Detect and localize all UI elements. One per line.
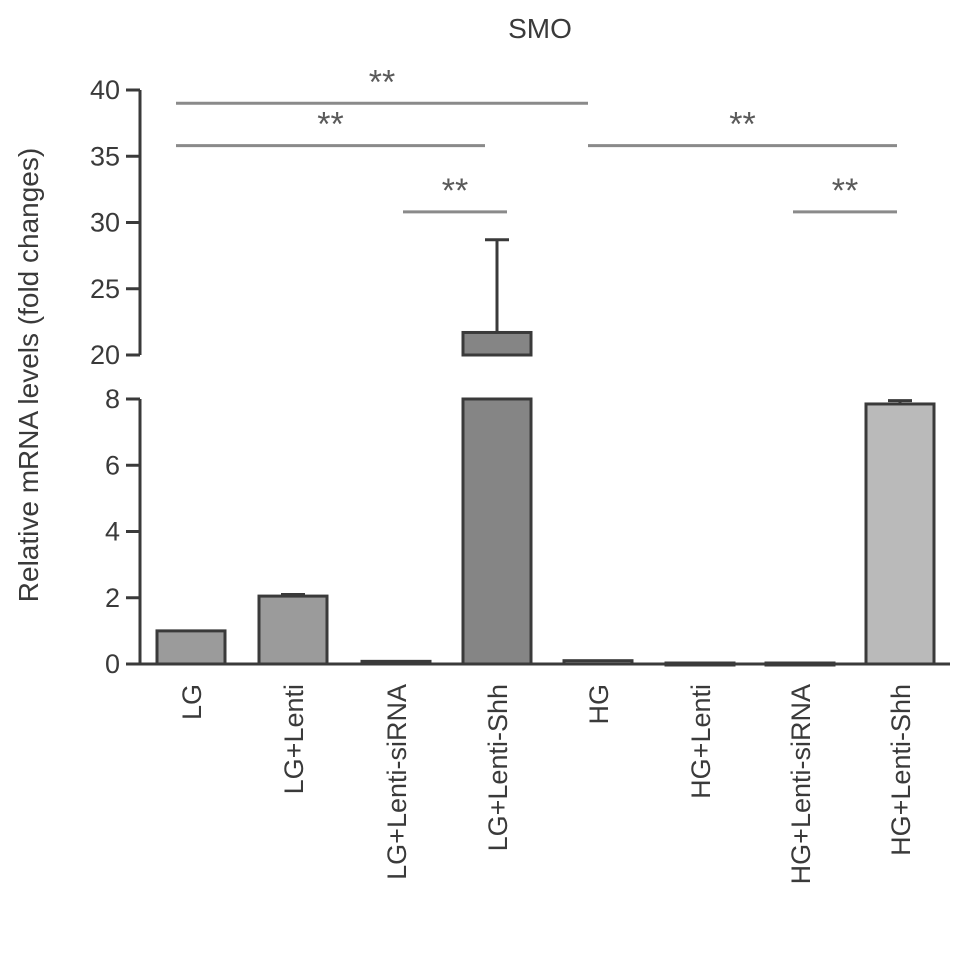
y-tick-label: 8 <box>105 384 120 414</box>
category-label: HG+Lenti-Shh <box>886 684 916 856</box>
category-label: HG+Lenti-siRNA <box>786 684 816 884</box>
category-label: LG <box>177 684 207 720</box>
error-bars <box>281 238 912 597</box>
significance-label: ** <box>729 106 755 144</box>
category-label: LG+Lenti-siRNA <box>382 684 412 880</box>
y-tick-label: 30 <box>90 208 120 238</box>
significance-label: ** <box>369 63 395 101</box>
bar <box>461 397 533 666</box>
bar <box>257 594 329 666</box>
category-label: HG <box>584 684 614 725</box>
y-tick-label: 2 <box>105 583 120 613</box>
category-label: HG+Lenti <box>686 684 716 799</box>
y-tick-label: 25 <box>90 274 120 304</box>
y-axis-label: Relative mRNA levels (fold changes) <box>13 148 44 602</box>
significance-label: ** <box>442 172 468 210</box>
significance-label: ** <box>317 106 343 144</box>
significance-brackets: ** ** ** ** ** <box>176 63 897 214</box>
y-tick-label: 6 <box>105 450 120 480</box>
category-label: LG+Lenti-Shh <box>483 684 513 851</box>
bar-upper-segment <box>461 330 533 357</box>
bar <box>155 629 227 666</box>
bar <box>764 661 836 667</box>
category-labels: LG LG+Lenti LG+Lenti-siRNA LG+Lenti-Shh HG HG… <box>177 684 916 884</box>
category-label: LG+Lenti <box>279 684 309 794</box>
bars <box>155 330 936 667</box>
significance-label: ** <box>832 172 858 210</box>
chart-title: SMO <box>508 13 572 44</box>
y-tick-label: 4 <box>105 517 120 547</box>
y-tick-label: 35 <box>90 141 120 171</box>
bar <box>562 659 634 666</box>
bar <box>864 402 936 666</box>
bar <box>664 661 736 667</box>
bar <box>360 659 432 666</box>
y-tick-label: 0 <box>105 649 120 679</box>
y-tick-label: 40 <box>90 75 120 105</box>
y-tick-label: 20 <box>90 340 120 370</box>
